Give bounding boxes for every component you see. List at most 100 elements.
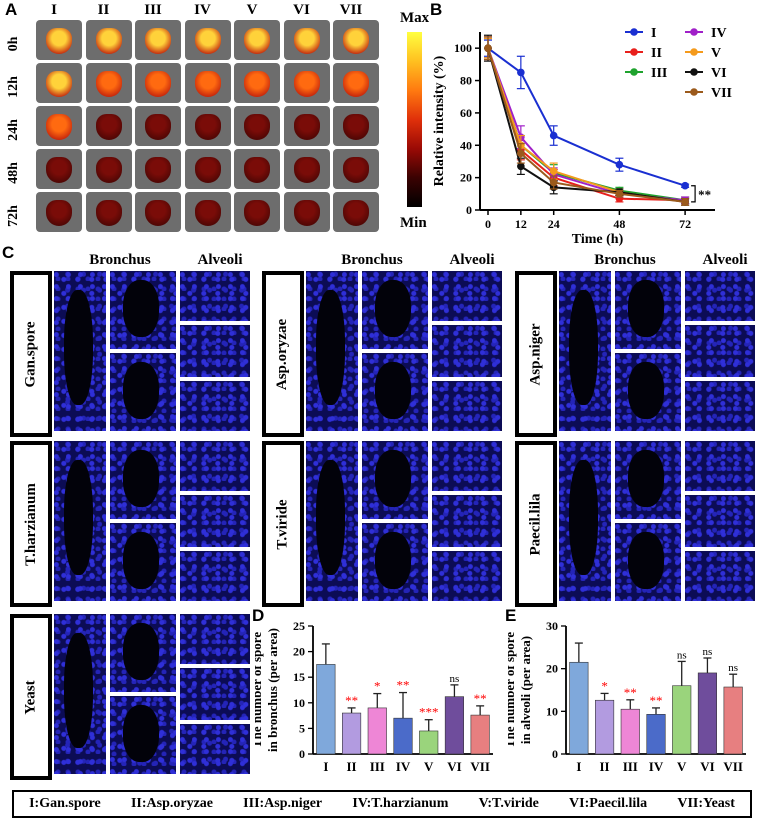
airway-lumen	[628, 450, 665, 507]
significance-label: *	[374, 679, 381, 694]
lung-signal	[343, 114, 369, 140]
lung-image	[135, 192, 181, 232]
significance-label: ns	[450, 673, 460, 685]
lung-image	[234, 149, 280, 189]
tissue-image	[110, 696, 176, 774]
tissue-image	[362, 271, 428, 349]
tissue-image	[559, 271, 611, 431]
lung-image	[283, 106, 330, 146]
tissue-image	[110, 271, 176, 349]
legend-item: VII:Yeast	[677, 796, 735, 811]
tissue-image	[615, 353, 681, 431]
legend-label: I	[651, 26, 656, 41]
x-tick-label: 12	[515, 217, 527, 231]
y-tick-label: 15	[293, 670, 305, 684]
airway-lumen	[64, 290, 93, 406]
group-column-label: II	[97, 2, 110, 18]
y-tick-label: 100	[454, 41, 472, 55]
strain-name: T.viride	[274, 498, 291, 550]
lung-image	[283, 149, 330, 189]
group-column-label: III	[144, 2, 162, 18]
x-tick-label: IV	[396, 759, 411, 774]
tissue-image	[685, 271, 755, 321]
legend-marker	[630, 68, 638, 76]
time-row-label: 0h	[6, 36, 21, 52]
legend-item: I:Gan.spore	[29, 796, 101, 811]
lung-signal	[244, 114, 270, 140]
lung-signal	[95, 71, 122, 97]
tissue-image	[180, 551, 250, 601]
section-header-bronchus: Bronchus	[594, 252, 656, 268]
data-point	[681, 181, 689, 190]
airway-lumen	[123, 705, 160, 762]
y-axis-label: The number of sporein alveoli (per area)	[508, 632, 533, 748]
group-column-label: IV	[194, 2, 211, 18]
y-tick-label: 0	[552, 747, 558, 761]
tissue-image	[432, 325, 502, 377]
lung-image	[85, 63, 132, 103]
lung-image	[283, 63, 330, 103]
significance-label: **	[397, 678, 410, 693]
lung-signal	[95, 157, 122, 183]
lung-signal	[46, 28, 72, 54]
lung-signal	[194, 157, 221, 183]
airway-lumen	[375, 532, 412, 589]
bar	[419, 730, 439, 755]
tissue-image	[685, 381, 755, 431]
lung-image	[184, 192, 231, 232]
tissue-image	[180, 271, 250, 321]
bar	[723, 686, 743, 755]
y-tick-label: 10	[546, 704, 558, 718]
lung-image	[85, 106, 132, 146]
lung-signal	[95, 200, 122, 226]
tissue-image	[362, 523, 428, 601]
data-point	[615, 160, 624, 169]
strain-legend: I:Gan.spore II:Asp.oryzae III:Asp.niger …	[12, 790, 752, 818]
panel-label-a: A	[5, 0, 18, 19]
tissue-image	[615, 271, 681, 349]
strain-name: Yeast	[22, 679, 39, 715]
significance-label: **	[650, 693, 663, 708]
strain-name-box: Gan.spore	[10, 271, 52, 437]
tissue-image	[110, 523, 176, 601]
airway-lumen	[628, 362, 665, 419]
section-header-alveoli: Alveoli	[449, 252, 495, 268]
lung-signal	[46, 114, 72, 140]
legend-item: III:Asp.niger	[243, 796, 323, 811]
lung-image	[184, 149, 231, 189]
legend-marker	[630, 48, 638, 56]
bar	[569, 661, 589, 755]
airway-lumen	[628, 280, 665, 337]
legend-label: VI	[711, 66, 727, 81]
legend-label: II	[651, 46, 662, 61]
legend-item: IV:T.harzianum	[352, 796, 449, 811]
x-tick-label: I	[576, 759, 581, 774]
lung-signal	[194, 71, 221, 97]
significance-label: **	[624, 685, 637, 700]
airway-lumen	[375, 280, 412, 337]
lung-image	[36, 106, 82, 146]
bar	[697, 672, 717, 755]
lung-signal	[145, 157, 171, 183]
tissue-image	[362, 441, 428, 519]
strain-name: Paecil.lila	[527, 492, 544, 556]
x-tick-label: IV	[649, 759, 664, 774]
x-tick-label: III	[370, 759, 385, 774]
bar	[470, 714, 490, 755]
bar	[595, 699, 615, 755]
section-header-alveoli: Alveoli	[702, 252, 748, 268]
tissue-image	[306, 271, 358, 431]
lung-signal	[244, 200, 270, 226]
lung-signal	[343, 71, 369, 97]
y-tick-label: 20	[293, 645, 305, 659]
time-row-label: 24h	[6, 119, 21, 141]
airway-lumen	[316, 460, 345, 576]
y-tick-label: 20	[546, 662, 558, 676]
y-axis-label: The number of sporein bronchus (per area…	[255, 628, 280, 752]
y-tick-label: 60	[460, 106, 472, 120]
section-header-bronchus: Bronchus	[89, 252, 151, 268]
bar	[367, 707, 387, 755]
tissue-image	[180, 495, 250, 547]
lung-signal	[145, 114, 171, 140]
section-header-bronchus: Bronchus	[341, 252, 403, 268]
